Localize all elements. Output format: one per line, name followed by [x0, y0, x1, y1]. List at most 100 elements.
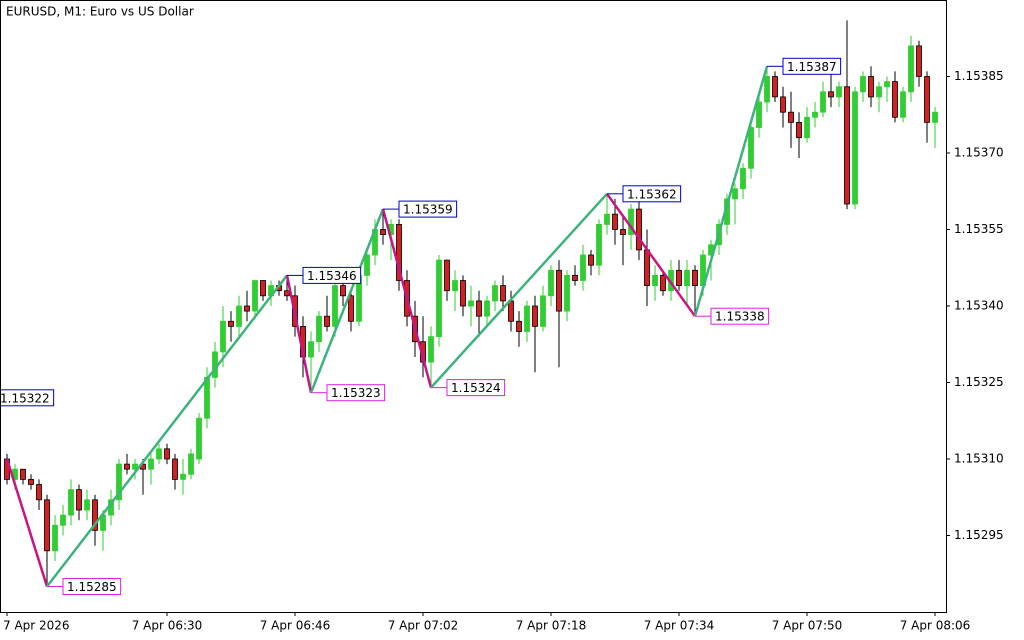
- candle-body: [588, 254, 594, 266]
- candle-body: [164, 448, 170, 460]
- x-tick-label: 7 Apr 07:50: [772, 619, 843, 633]
- candle-body: [196, 417, 202, 460]
- zigzag-segment: [381, 208, 433, 388]
- candle-body: [852, 91, 858, 205]
- candle-body: [916, 45, 922, 77]
- candle-body: [804, 116, 810, 139]
- low-pivot-label: 1.15323: [331, 386, 381, 400]
- candle-body: [572, 274, 578, 281]
- candle-body: [44, 499, 50, 552]
- x-tick-label: 7 Apr 07:18: [516, 619, 587, 633]
- candle-body: [68, 489, 74, 516]
- y-tick-label: 1.15325: [954, 375, 1004, 389]
- candle-body: [116, 463, 122, 501]
- zigzag-segment: [693, 65, 769, 317]
- candle-body: [20, 468, 26, 480]
- candle-body: [740, 167, 746, 190]
- candle-body: [508, 300, 514, 322]
- candle-body: [188, 453, 194, 475]
- candle-body: [644, 249, 650, 286]
- candle-body: [764, 76, 770, 103]
- low-pivot-label-box: [710, 307, 770, 325]
- candle-body: [796, 122, 802, 139]
- x-tick-label: 7 Apr 06:46: [260, 619, 331, 633]
- candle-body: [676, 269, 682, 286]
- x-tick-label: 7 Apr 07:34: [644, 619, 715, 633]
- y-tick-label: 1.15310: [954, 452, 1004, 466]
- low-pivot-label-box: [446, 379, 506, 397]
- low-pivot-label: 1.15285: [67, 580, 117, 594]
- candle-body: [748, 127, 754, 169]
- candle-body: [468, 300, 474, 307]
- candle-body: [516, 320, 522, 332]
- y-tick-label: 1.15370: [954, 146, 1004, 160]
- candle-body: [636, 208, 642, 251]
- low-pivot-label: 1.15324: [451, 381, 501, 395]
- candle-body: [732, 188, 738, 200]
- candle-body: [564, 274, 570, 312]
- candle-body: [820, 91, 826, 113]
- candle-body: [844, 86, 850, 205]
- candle-body: [924, 76, 930, 123]
- candle-body: [60, 514, 66, 526]
- high-pivot-label-box: [622, 185, 682, 203]
- high-pivot-label-box: [398, 200, 458, 218]
- candle-body: [772, 76, 778, 98]
- candle-body: [172, 458, 178, 480]
- candle-body: [596, 223, 602, 266]
- candle-body: [580, 254, 586, 281]
- candle-body: [620, 229, 626, 235]
- candle-body: [156, 448, 162, 460]
- candle-body: [428, 336, 434, 363]
- candle-body: [484, 300, 490, 317]
- candle-body: [124, 463, 130, 470]
- candle-body: [756, 101, 762, 128]
- low-pivot-label-box: [326, 384, 386, 402]
- candle-body: [52, 524, 58, 552]
- high-pivot-label: 1.15359: [403, 203, 453, 217]
- candle-body: [84, 499, 90, 511]
- low-pivot-label: 1.15338: [715, 310, 765, 324]
- candle-body: [364, 254, 370, 276]
- candle-body: [556, 269, 562, 312]
- candle-body: [244, 305, 250, 312]
- candle-body: [180, 473, 186, 480]
- zigzag-segment: [5, 458, 49, 587]
- candle-body: [380, 229, 386, 235]
- candle-body: [684, 269, 690, 286]
- candle-body: [148, 458, 154, 470]
- candle-body: [836, 86, 842, 98]
- x-tick-label: 7 Apr 07:02: [388, 619, 459, 633]
- candle-body: [908, 45, 914, 93]
- high-pivot-label-box: [782, 57, 842, 75]
- candle-body: [660, 274, 666, 292]
- y-tick-label: 1.15355: [954, 222, 1004, 236]
- candle-body: [284, 290, 290, 297]
- candle-body: [252, 280, 258, 312]
- candle-body: [932, 111, 938, 123]
- candle-body: [476, 300, 482, 317]
- candle-body: [340, 285, 346, 297]
- candle-body: [492, 285, 498, 302]
- y-tick-label: 1.15295: [954, 528, 1004, 542]
- candle-body: [892, 81, 898, 118]
- x-tick-label: 7 Apr 06:30: [132, 619, 203, 633]
- candle-body: [28, 478, 34, 485]
- prior-pivot-label-box: [0, 389, 55, 407]
- y-tick-label: 1.15385: [954, 69, 1004, 83]
- candle-body: [900, 91, 906, 118]
- candle-body: [460, 280, 466, 307]
- candle-body: [324, 315, 330, 327]
- candle-body: [524, 305, 530, 332]
- candle-body: [828, 91, 834, 98]
- candle-body: [540, 295, 546, 327]
- high-pivot-label-box: [302, 266, 362, 284]
- candle-body: [452, 280, 458, 292]
- candle-body: [812, 111, 818, 118]
- candle-body: [860, 76, 866, 93]
- zigzag-segment: [430, 192, 608, 389]
- candle-body: [788, 111, 794, 123]
- high-pivot-label: 1.15346: [307, 269, 357, 283]
- candle-body: [652, 274, 658, 286]
- candle-body: [36, 484, 42, 501]
